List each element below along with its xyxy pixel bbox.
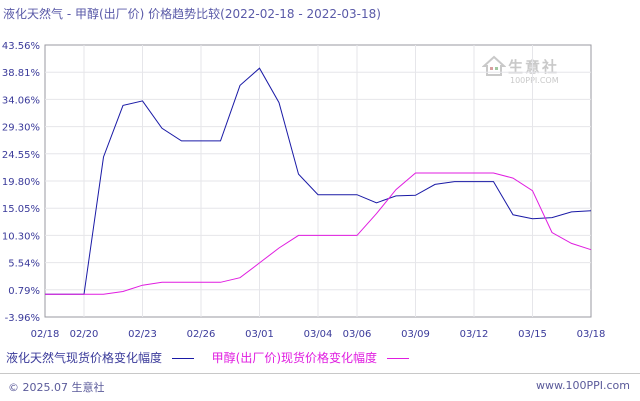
series-group [45, 67, 592, 295]
line-chart: 43.56% 38.81% 34.06% 29.30% 24.55% 19.80% 15.0… [2, 41, 606, 340]
footer-copyright: © 2025.07 生意社 [8, 381, 105, 394]
legend: 液化天然气现货价格变化幅度 甲醇(出厂价)现货价格变化幅度 [6, 349, 423, 366]
y-axis: 43.56% 38.81% 34.06% 29.30% 24.55% 19.80% 15.0… [2, 41, 40, 324]
house-logo-icon [481, 55, 507, 76]
y-tick-label: 38.81% [2, 68, 40, 79]
y-tick-label: 43.56% [2, 41, 40, 52]
y-tick-label: 24.55% [2, 150, 40, 161]
legend-item-methanol: 甲醇(出厂价)现货价格变化幅度 [212, 349, 409, 366]
y-tick-label: 19.80% [2, 177, 40, 188]
x-axis: 02/18 02/20 02/23 02/26 03/01 03/04 03/06 03/09… [31, 329, 606, 340]
x-tick-label: 03/04 [304, 329, 333, 340]
y-tick-label: 29.30% [2, 123, 40, 134]
legend-label-lng: 液化天然气现货价格变化幅度 [6, 351, 163, 365]
y-tick-label: 0.79% [8, 286, 40, 297]
y-tick-label: 5.54% [8, 259, 40, 270]
x-tick-label: 03/18 [577, 329, 606, 340]
legend-swatch-methanol [386, 358, 409, 359]
x-tick-label: 03/12 [460, 329, 489, 340]
x-tick-label: 02/20 [70, 329, 99, 340]
x-tick-label: 03/09 [401, 329, 430, 340]
x-tick-label: 03/15 [518, 329, 547, 340]
series-line-methanol [45, 172, 592, 295]
footer: © 2025.07 生意社 www.100PPI.com [0, 373, 640, 401]
legend-label-methanol: 甲醇(出厂价)现货价格变化幅度 [211, 351, 378, 365]
y-tick-label: 10.30% [2, 231, 40, 242]
y-tick-label: -3.96% [5, 313, 40, 324]
x-tick-label: 03/06 [343, 329, 372, 340]
grid [45, 45, 591, 317]
footer-website-link[interactable]: www.100PPI.com [536, 379, 630, 392]
y-tick-label: 15.05% [2, 204, 40, 215]
x-tick-label: 02/18 [31, 329, 60, 340]
x-tick-label: 02/23 [128, 329, 157, 340]
chart-title: 液化天然气 - 甲醇(出厂价) 价格趋势比较(2022-02-18 - 2022… [3, 7, 381, 21]
watermark-subtext: 100PPI.COM [510, 76, 559, 85]
series-line-lng [45, 67, 592, 295]
x-tick-label: 02/26 [187, 329, 216, 340]
x-tick-label: 03/01 [245, 329, 274, 340]
legend-item-lng: 液化天然气现货价格变化幅度 [6, 349, 194, 366]
y-tick-label: 34.06% [2, 95, 40, 106]
legend-swatch-lng [171, 358, 194, 359]
